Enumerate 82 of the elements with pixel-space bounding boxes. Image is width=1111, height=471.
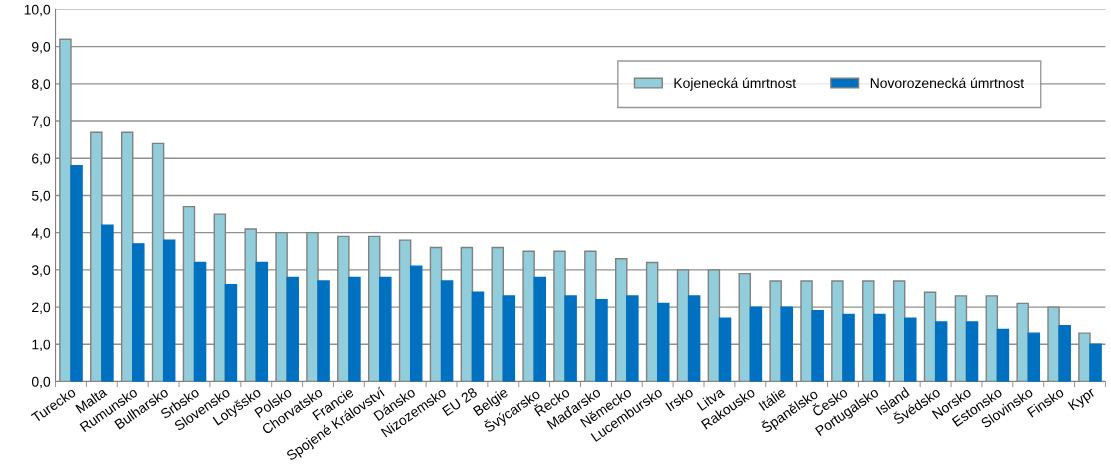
bar bbox=[306, 231, 319, 382]
y-tick-label: 1,0 bbox=[32, 339, 51, 352]
y-tick-label: 2,0 bbox=[32, 302, 51, 314]
bar bbox=[954, 295, 968, 382]
bar bbox=[132, 243, 145, 382]
y-tick-label: 5,0 bbox=[31, 190, 51, 203]
bar bbox=[780, 306, 794, 382]
bar bbox=[1047, 306, 1060, 382]
bar bbox=[317, 280, 330, 382]
bar bbox=[460, 246, 474, 382]
bar bbox=[904, 317, 917, 382]
bar bbox=[811, 310, 824, 382]
y-tick-label: 4,0 bbox=[31, 228, 51, 240]
bar bbox=[348, 276, 361, 382]
y-tick-label: 9,0 bbox=[32, 41, 51, 54]
bar bbox=[440, 280, 454, 382]
bar bbox=[862, 280, 875, 382]
y-tick-label: 0,0 bbox=[31, 376, 51, 389]
bar bbox=[162, 239, 176, 382]
bar bbox=[584, 250, 597, 382]
legend-label: Kojenecká úmrtnost bbox=[674, 77, 796, 91]
bar bbox=[985, 295, 999, 382]
bar bbox=[120, 131, 134, 382]
y-tick-label: 3,0 bbox=[31, 265, 51, 277]
bar bbox=[70, 165, 83, 382]
bar bbox=[59, 38, 72, 382]
bar bbox=[213, 213, 227, 382]
bar bbox=[657, 302, 670, 382]
bar bbox=[90, 131, 103, 382]
bar bbox=[1027, 332, 1041, 382]
bar bbox=[564, 295, 577, 382]
bar bbox=[831, 280, 844, 382]
bar bbox=[965, 321, 979, 382]
bar bbox=[1078, 332, 1091, 382]
y-tick-label: 8,0 bbox=[31, 79, 51, 91]
bar bbox=[409, 265, 423, 382]
bar bbox=[367, 235, 381, 382]
bar bbox=[892, 280, 906, 382]
bar bbox=[429, 246, 443, 382]
bar bbox=[615, 258, 628, 382]
bar bbox=[749, 306, 763, 382]
bar bbox=[595, 298, 608, 382]
bar bbox=[255, 261, 269, 382]
bar bbox=[842, 313, 855, 382]
y-tick-label: 7,0 bbox=[32, 116, 51, 128]
bar bbox=[337, 235, 350, 382]
bar bbox=[286, 276, 299, 382]
bar bbox=[533, 276, 546, 382]
bar bbox=[738, 272, 752, 382]
bar bbox=[244, 228, 257, 382]
bar bbox=[996, 328, 1010, 382]
bar bbox=[522, 250, 535, 382]
bar bbox=[769, 280, 782, 382]
bar bbox=[101, 224, 114, 382]
bar bbox=[553, 250, 566, 382]
bar bbox=[873, 313, 886, 382]
bar bbox=[687, 295, 701, 382]
bar bbox=[800, 280, 813, 382]
bar bbox=[275, 231, 288, 382]
bar bbox=[923, 291, 937, 382]
x-tick-label: Irsko bbox=[664, 386, 694, 412]
legend-label: Novorozenecká úmrtnost bbox=[870, 77, 1024, 89]
bar bbox=[182, 205, 196, 382]
bar bbox=[491, 246, 504, 382]
bar bbox=[379, 276, 392, 382]
bar bbox=[1089, 343, 1102, 382]
bar bbox=[718, 317, 732, 382]
bar bbox=[193, 261, 207, 382]
bar bbox=[502, 295, 516, 382]
y-tick-label: 10,0 bbox=[24, 4, 51, 17]
x-tick-label: Kypr bbox=[1067, 386, 1098, 413]
bar bbox=[1016, 302, 1029, 382]
y-tick-label: 6,0 bbox=[32, 153, 51, 166]
bar bbox=[645, 261, 659, 382]
bar bbox=[224, 284, 238, 382]
bar bbox=[151, 142, 165, 382]
bar bbox=[626, 295, 639, 382]
bar bbox=[676, 269, 690, 382]
bar bbox=[1058, 325, 1071, 382]
bar bbox=[934, 321, 948, 382]
bar bbox=[707, 269, 721, 382]
bar bbox=[471, 291, 485, 382]
